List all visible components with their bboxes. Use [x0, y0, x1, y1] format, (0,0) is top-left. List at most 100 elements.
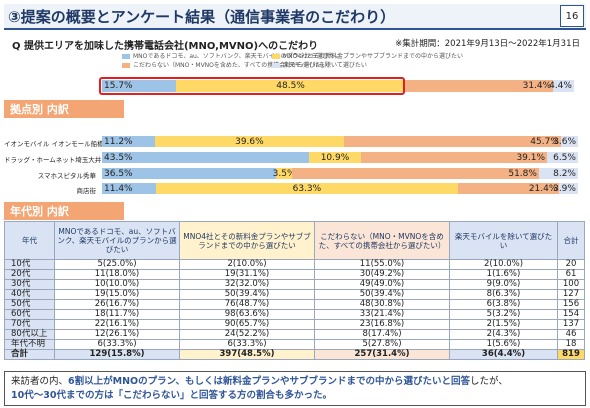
table-cell: 60代 [4, 309, 55, 320]
table-cell: 100 [557, 279, 585, 290]
table-row: 20代 11(18.0%) 19(31.1%) 30(49.2%) 1(1.6%) 61 [4, 269, 585, 280]
location-bar-data-label: 45.7% [530, 136, 559, 147]
total-stacked-bar: 15.7% 48.5% 31.4% 4.4% [102, 80, 574, 92]
table-cell: 5(25.0%) [54, 259, 180, 270]
question-text: Q 提供エリアを加味した携帯電話会社(MNO,MVNO)へのこだわり [12, 41, 319, 52]
col-header-mno: MNOであるドコモ、au、ソフトバンク、楽天モバイルのプランから選びたい [54, 221, 180, 260]
table-cell: 50(39.4%) [179, 289, 315, 300]
table-cell: 819 [557, 349, 585, 360]
location-bar-segment: 8.2% [538, 168, 578, 179]
table-cell: 156 [557, 299, 585, 310]
table-cell: 合計 [4, 349, 55, 360]
table-cell: 80代以上 [4, 329, 55, 340]
table-cell: 26(16.7%) [54, 299, 180, 310]
table-cell: 18 [557, 339, 585, 350]
table-row: 80代以上 12(26.1%) 24(52.2%) 8(17.4%) 2(4.3%) 46 [4, 329, 585, 340]
total-bar-segment: 4.4% [549, 80, 574, 92]
location-bar-segment: 21.4% [457, 183, 560, 194]
location-stacked-bar: 11.2% 39.6% 45.7% 3.6% [102, 136, 578, 147]
table-row: 10代 5(25.0%) 2(10.0%) 11(55.0%) 2(10.0%) 20 [4, 259, 585, 270]
highlight-outline [99, 77, 405, 95]
total-bar-segment: 48.5% [176, 80, 405, 92]
table-cell: 98(63.6%) [179, 309, 315, 320]
location-bar-data-label: 39.1% [516, 152, 546, 163]
table-header-row: 年代 MNOであるドコモ、au、ソフトバンク、楽天モバイルのプランから選びたい … [4, 221, 585, 260]
location-name: 商店街 [76, 187, 97, 195]
location-name: ドラッグ・ホームネット埼玉大井 [4, 156, 102, 164]
location-bar-segment: 6.5% [547, 152, 578, 163]
location-bar-data-label: 36.5% [104, 168, 133, 179]
location-bar-segment: 45.7% [343, 136, 561, 147]
total-bar-segment: 31.4% [405, 80, 554, 92]
table-cell: 年代不明 [4, 339, 55, 350]
location-bar-segment: 3.6% [553, 136, 578, 147]
table-cell: 23(16.8%) [314, 319, 450, 330]
location-bar-data-label: 3.5% [272, 168, 296, 179]
page-number: 16 [560, 5, 584, 27]
total-bar-data-label: 4.4% [549, 81, 572, 91]
table-cell: 32(32.0%) [179, 279, 315, 290]
table-cell: 18(11.7%) [54, 309, 180, 320]
location-row: ドラッグ・ホームネット埼玉大井 43.5% 10.9% 39.1% 6.5% [4, 152, 586, 164]
location-bar-data-label: 21.4% [528, 183, 558, 194]
table-cell: 6(33.3%) [54, 339, 180, 350]
table-cell: 5(27.8%) [314, 339, 450, 350]
location-bar-segment: 43.5% [102, 152, 310, 163]
table-cell: 2(10.0%) [449, 259, 558, 270]
legend-label: MNOであるドコモ、au、ソフトバンク、楽天モバイルのプランから選びたい [133, 53, 341, 60]
col-header-total: 合計 [557, 221, 585, 260]
table-cell: 49(49.0%) [314, 279, 450, 290]
section-label-locations: 拠点別 内訳 [4, 100, 124, 118]
table-cell: 397(48.5%) [179, 349, 315, 360]
location-stacked-bar: 11.4% 63.3% 21.4% 3.9% [102, 183, 578, 194]
location-bar-segment: 10.9% [309, 152, 361, 163]
section-label-age: 年代別 内訳 [4, 202, 124, 220]
table-cell: 50代 [4, 299, 55, 310]
total-bar-data-label: 48.5% [276, 81, 305, 91]
table-cell: 12(26.1%) [54, 329, 180, 340]
table-cell: 20 [557, 259, 585, 270]
table-cell: 11(55.0%) [314, 259, 450, 270]
legend-item-any: こだわらない（MNO・MVNOを含めた、すべての携帯会社から選びたい） [122, 61, 333, 70]
legend-label: こだわらない（MNO・MVNOを含めた、すべての携帯会社から選びたい） [133, 62, 334, 69]
table-row: 40代 19(15.0%) 50(39.4%) 50(39.4%) 8(6.3%) 127 [4, 289, 585, 300]
total-bar-data-label: 31.4% [522, 81, 552, 91]
location-bar-data-label: 11.4% [104, 183, 133, 194]
period-text: ※集計期間：2021年9月13日～2022年1月31日 [395, 39, 580, 49]
col-header-any: こだわらない（MNO・MVNOを含めた、すべての携帯会社から選びたい） [314, 221, 450, 260]
table-total-row: 合計 129(15.8%) 397(48.5%) 257(31.4%) 36(4.4%)… [4, 349, 585, 360]
col-header-age: 年代 [4, 221, 55, 260]
summary-box: 来訪者の内、6割以上がMNOのプラン、もしくは新料金プランやサブブランドまでの中… [4, 371, 586, 406]
table-cell: 19(31.1%) [179, 269, 315, 280]
table-cell: 46 [557, 329, 585, 340]
location-bar-data-label: 43.5% [104, 152, 133, 163]
total-bar-data-label: 15.7% [104, 81, 133, 91]
legend-swatch [272, 63, 280, 68]
location-row: イオンモバイル イオンモール船橋 11.2% 39.6% 45.7% 3.6% [4, 136, 586, 148]
slide-header: ③提案の概要とアンケート結果（通信事業者のこだわり） 16 [4, 4, 586, 30]
table-cell: 90(65.7%) [179, 319, 315, 330]
table-row: 30代 10(10.0%) 32(32.0%) 49(49.0%) 9(9.0%) 100 [4, 279, 585, 290]
location-stacked-bar: 43.5% 10.9% 39.1% 6.5% [102, 152, 578, 163]
total-bar-segment: 15.7% [102, 80, 177, 92]
col-header-sub: MNO4社とその新料金プランやサブブランドまでの中から選びたい [179, 221, 315, 260]
table-cell: 2(10.0%) [179, 259, 315, 270]
summary-highlight: 10代～30代までの方は「こだわらない」と回答する方の割合も多かった。 [11, 390, 332, 401]
table-cell: 11(18.0%) [54, 269, 180, 280]
table-cell: 8(6.3%) [449, 289, 558, 300]
legend-swatch [122, 63, 130, 68]
table-cell: 8(17.4%) [314, 329, 450, 340]
location-bar-data-label: 6.5% [553, 152, 576, 163]
location-bar-segment: 3.9% [553, 183, 578, 194]
table-cell: 36(4.4%) [449, 349, 558, 360]
location-bar-data-label: 51.8% [508, 168, 537, 179]
location-bar-data-label: 8.2% [553, 168, 576, 179]
location-bar-segment: 11.2% [102, 136, 156, 147]
table-cell: 1(1.6%) [449, 269, 558, 280]
table-cell: 30代 [4, 279, 55, 290]
table-cell: 2(4.3%) [449, 329, 558, 340]
table-cell: 127 [557, 289, 585, 300]
legend-swatch [272, 54, 280, 59]
table-cell: 5(3.2%) [449, 309, 558, 320]
location-bar-segment: 11.4% [102, 183, 157, 194]
